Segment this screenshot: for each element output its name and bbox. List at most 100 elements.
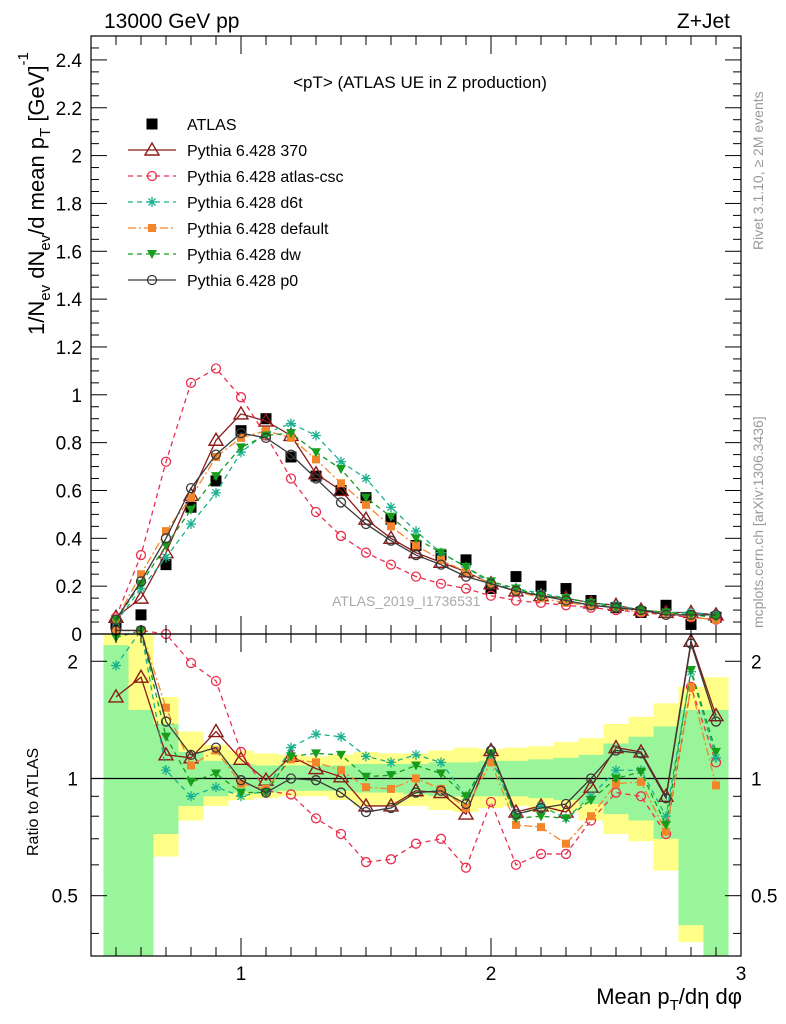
data-point xyxy=(257,412,275,427)
data-point xyxy=(260,432,272,444)
data-point xyxy=(411,534,421,544)
data-point xyxy=(285,773,297,784)
data-point xyxy=(611,774,621,784)
legend-marker xyxy=(147,250,157,259)
legend-marker xyxy=(148,224,156,232)
data-point xyxy=(212,452,220,461)
data-point xyxy=(561,814,571,824)
data-point xyxy=(435,833,447,844)
data-point xyxy=(285,451,297,463)
data-point xyxy=(710,716,722,727)
data-point xyxy=(635,791,647,802)
data-point xyxy=(161,552,171,563)
data-point xyxy=(336,464,346,474)
data-point xyxy=(336,731,346,742)
data-point xyxy=(485,796,497,808)
legend-item: Pythia 6.428 default xyxy=(128,221,329,238)
data-point xyxy=(560,595,572,606)
data-point xyxy=(486,749,496,759)
data-point xyxy=(286,418,296,429)
data-point xyxy=(411,749,421,760)
legend-label: Pythia 6.428 p0 xyxy=(187,273,298,290)
y-axis-label-text: 1/Nev dNev/d mean pT [GeV]-1 xyxy=(15,52,54,335)
data-point xyxy=(186,505,196,515)
data-point xyxy=(111,660,121,671)
ratio-y-tick-label: 0.5 xyxy=(52,887,78,908)
data-point xyxy=(460,583,472,594)
x-axis-label-text: Mean pT/dη dφ xyxy=(596,984,742,1014)
data-point xyxy=(607,739,625,754)
ratio-band-green xyxy=(103,645,129,956)
series-line xyxy=(115,432,716,621)
data-point xyxy=(107,688,125,703)
data-point xyxy=(210,675,222,687)
data-point xyxy=(235,746,247,758)
data-point xyxy=(661,820,671,830)
data-point xyxy=(212,746,220,755)
data-point xyxy=(235,392,247,403)
data-point xyxy=(210,363,222,374)
legend: ATLAS Pythia 6.428 370 Pythia 6.428 atlas-… xyxy=(128,117,344,290)
data-point xyxy=(385,854,397,865)
data-point xyxy=(285,473,297,484)
data-point xyxy=(162,527,170,536)
data-point xyxy=(660,609,672,621)
data-point xyxy=(185,657,197,669)
data-point xyxy=(436,769,446,779)
y-tick-label: 2.2 xyxy=(56,99,82,120)
data-point xyxy=(461,792,471,802)
data-point xyxy=(210,449,222,460)
data-point xyxy=(185,749,197,760)
data-point xyxy=(311,448,321,458)
axis-ticks xyxy=(90,35,742,956)
data-point xyxy=(361,473,371,484)
data-point xyxy=(560,798,572,810)
data-point xyxy=(360,806,372,818)
data-point xyxy=(211,769,221,779)
data-point xyxy=(636,767,646,777)
data-point xyxy=(237,779,245,788)
series-line xyxy=(115,641,717,816)
data-point xyxy=(336,750,346,760)
data-point xyxy=(262,426,270,435)
data-point xyxy=(286,429,296,439)
legend-item: Pythia 6.428 atlas-csc xyxy=(128,169,344,186)
data-point xyxy=(332,768,350,783)
series-pythia-6-428-atlas-csc xyxy=(110,363,722,625)
data-point xyxy=(510,808,522,820)
ratio-y-tick-label: 1 xyxy=(67,769,78,790)
data-point xyxy=(335,787,347,798)
data-point xyxy=(332,482,350,497)
data-point xyxy=(311,749,321,759)
data-point xyxy=(460,862,472,873)
analysis-watermark: ATLAS_2019_I1736531 xyxy=(332,593,481,609)
data-point xyxy=(310,506,322,518)
data-point xyxy=(485,745,497,756)
data-point xyxy=(185,482,197,494)
data-point xyxy=(187,761,195,770)
data-point xyxy=(585,773,597,784)
data-point xyxy=(385,535,397,546)
legend-marker xyxy=(146,274,158,286)
data-point xyxy=(235,427,247,439)
y-axis-label: 1/Nev dNev/d mean pT [GeV]-1 xyxy=(15,52,54,335)
series-line xyxy=(115,413,717,618)
data-point xyxy=(435,578,447,589)
data-point xyxy=(135,576,147,587)
data-point xyxy=(435,559,447,570)
data-point xyxy=(410,571,422,582)
data-point xyxy=(361,751,371,762)
data-point xyxy=(207,431,225,446)
data-point xyxy=(160,716,172,727)
data-point xyxy=(411,761,421,771)
data-point xyxy=(385,559,397,570)
data-point xyxy=(412,541,420,550)
data-point xyxy=(235,425,247,437)
x-tick-label: 2 xyxy=(486,964,497,985)
data-point xyxy=(132,668,150,683)
data-point xyxy=(260,787,272,798)
data-point xyxy=(335,497,347,508)
data-point xyxy=(185,377,197,388)
data-point xyxy=(136,579,146,589)
data-point xyxy=(135,549,147,561)
